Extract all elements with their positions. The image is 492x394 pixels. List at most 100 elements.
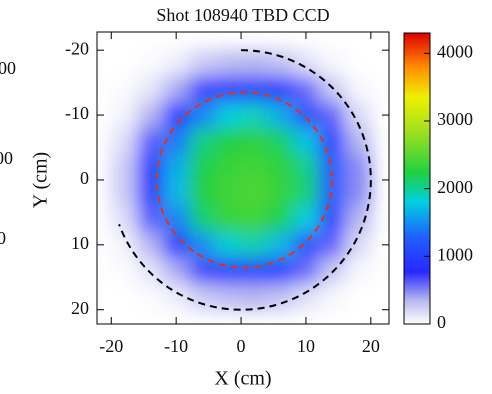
heat-cell [241,154,267,180]
heat-cell [241,50,267,76]
y-tick-label: 10 [71,233,89,253]
heat-cell [319,232,345,258]
cropped-label: 00 [0,148,13,168]
heat-cell [319,50,345,76]
colorbar-tick-label: 1000 [437,244,473,264]
heat-cell [293,128,319,154]
heat-cell [345,50,371,76]
heat-cell [293,154,319,180]
x-axis-label: X (cm) [214,368,271,390]
heat-cell [137,232,163,258]
heat-cell [163,102,189,128]
heat-cell [111,284,137,310]
colorbar-tick-label: 4000 [437,41,473,61]
heat-cell [137,76,163,102]
heat-cell [189,154,215,180]
heat-cell [241,180,267,206]
heat-cell [215,102,241,128]
heat-cell [241,76,267,102]
heat-cell [111,180,137,206]
x-tick-label: -10 [164,336,188,356]
heat-cell [137,284,163,310]
heat-cell [241,206,267,232]
heat-cell [215,154,241,180]
heat-cell [293,180,319,206]
colorbar-tick-label: 0 [437,312,446,332]
heat-cell [215,180,241,206]
colorbar [404,33,430,324]
x-tick-label: -20 [99,336,123,356]
heat-cell [319,102,345,128]
heat-cell [163,76,189,102]
heat-cell [111,206,137,232]
heat-cell [189,180,215,206]
x-tick-label: 20 [362,336,380,356]
heat-cell [215,206,241,232]
heat-cell [319,284,345,310]
heat-cell [189,102,215,128]
heat-cell [111,76,137,102]
heat-cell [267,206,293,232]
heat-cell [215,50,241,76]
heat-cell [267,76,293,102]
heat-cell [189,206,215,232]
heat-cell [163,232,189,258]
cropped-label: 000 [0,58,16,78]
heat-cell [241,128,267,154]
colorbar-tick-label: 3000 [437,109,473,129]
heat-cell [163,154,189,180]
heat-cell [241,102,267,128]
heat-cell [345,180,371,206]
heat-cell [111,102,137,128]
heat-cell [137,180,163,206]
heat-cell [163,258,189,284]
heat-cell [241,232,267,258]
heat-cell [267,128,293,154]
heat-cell [215,76,241,102]
heat-cell [189,232,215,258]
heat-cell [137,154,163,180]
heat-cell [241,284,267,310]
y-axis-label: Y (cm) [30,152,52,208]
heat-cell [137,102,163,128]
heat-cell [163,128,189,154]
heat-cell [111,154,137,180]
heat-cell [345,258,371,284]
heat-cell [345,76,371,102]
heat-cell [241,258,267,284]
heat-cell [215,284,241,310]
y-tick-label: 20 [71,298,89,318]
heat-cell [267,258,293,284]
heat-cell [215,232,241,258]
heat-cell [137,50,163,76]
x-tick-label: 0 [237,336,246,356]
chart: Shot 108940 TBD CCD X (cm) Y (cm) -20 -10… [0,0,492,394]
y-tick-label: -20 [65,38,89,58]
heat-cell [267,154,293,180]
heat-cell [293,102,319,128]
colorbar-tick-label: 2000 [437,177,473,197]
heat-cell [345,284,371,310]
heat-cell [111,258,137,284]
heat-cell [163,206,189,232]
heat-cell [189,50,215,76]
heat-cell [163,180,189,206]
heat-cell [267,180,293,206]
x-tick-label: 10 [297,336,315,356]
heat-cell [111,128,137,154]
heat-cell [345,154,371,180]
y-tick-label: 0 [80,168,89,188]
heat-cell [215,258,241,284]
heat-cell [293,258,319,284]
heat-cell [163,50,189,76]
heat-cell [137,128,163,154]
y-tick-label: -10 [65,103,89,123]
chart-title: Shot 108940 TBD CCD [156,5,329,25]
heat-cell [293,76,319,102]
cropped-label: 0 [0,228,6,248]
heat-cell [293,232,319,258]
heat-cell [215,128,241,154]
heat-cell [293,206,319,232]
heat-cell [111,50,137,76]
heat-cell [137,206,163,232]
